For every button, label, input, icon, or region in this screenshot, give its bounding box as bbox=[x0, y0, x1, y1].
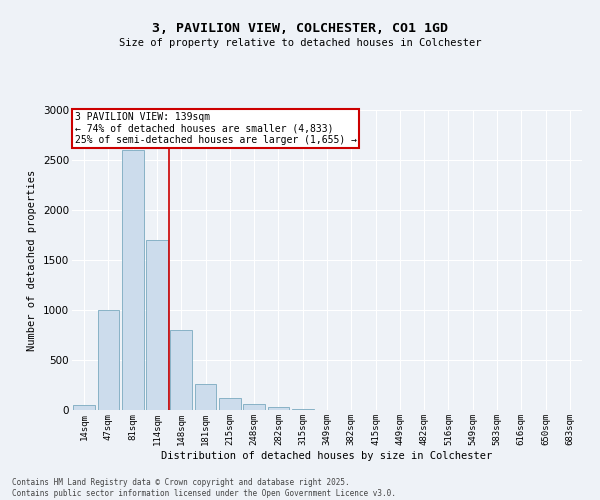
Bar bbox=[122, 150, 143, 410]
Text: 3 PAVILION VIEW: 139sqm
← 74% of detached houses are smaller (4,833)
25% of semi: 3 PAVILION VIEW: 139sqm ← 74% of detache… bbox=[74, 112, 356, 144]
Bar bbox=[170, 330, 192, 410]
Text: Contains HM Land Registry data © Crown copyright and database right 2025.
Contai: Contains HM Land Registry data © Crown c… bbox=[12, 478, 396, 498]
Bar bbox=[194, 384, 217, 410]
Bar bbox=[292, 409, 314, 410]
Bar bbox=[243, 404, 265, 410]
Bar bbox=[73, 404, 95, 410]
Bar bbox=[219, 398, 241, 410]
Y-axis label: Number of detached properties: Number of detached properties bbox=[28, 170, 37, 350]
X-axis label: Distribution of detached houses by size in Colchester: Distribution of detached houses by size … bbox=[161, 450, 493, 460]
Bar bbox=[97, 310, 119, 410]
Bar bbox=[268, 407, 289, 410]
Bar bbox=[146, 240, 168, 410]
Text: Size of property relative to detached houses in Colchester: Size of property relative to detached ho… bbox=[119, 38, 481, 48]
Text: 3, PAVILION VIEW, COLCHESTER, CO1 1GD: 3, PAVILION VIEW, COLCHESTER, CO1 1GD bbox=[152, 22, 448, 36]
